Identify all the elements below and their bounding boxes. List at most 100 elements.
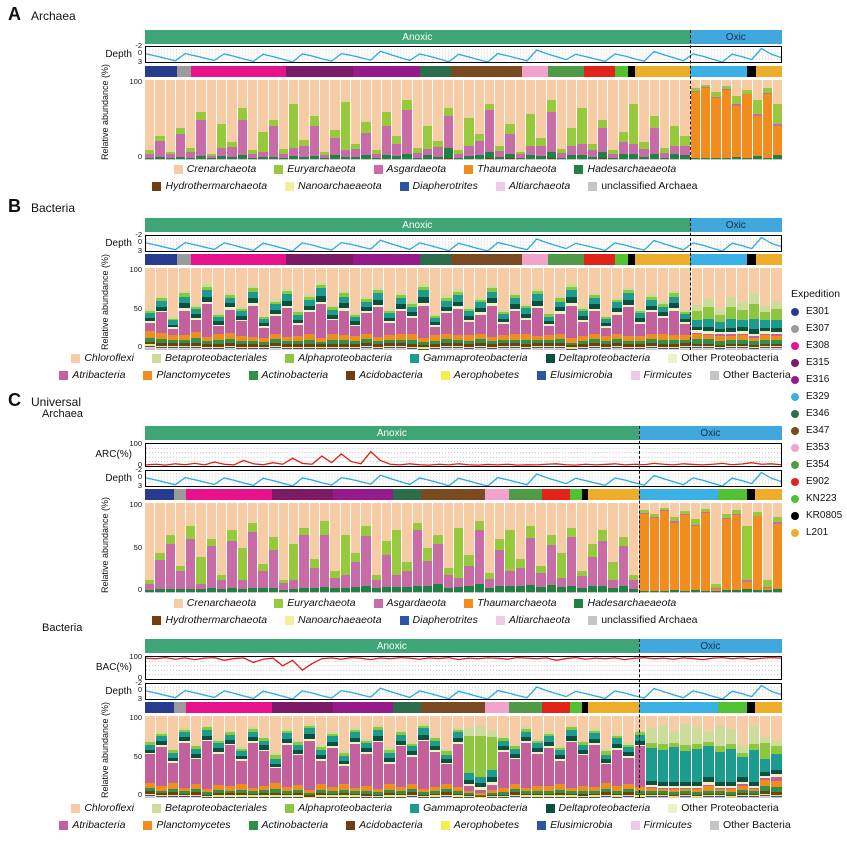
bar-segment — [556, 152, 567, 158]
bar-segment — [247, 592, 258, 593]
bar-segment — [330, 159, 340, 160]
bar-segment — [748, 348, 760, 350]
bar-segment — [224, 307, 236, 310]
bar-segment — [495, 145, 505, 152]
bar-segment — [441, 759, 452, 763]
bar-segment — [509, 783, 520, 789]
bar-segment — [213, 789, 224, 793]
expedition-segment-L201 — [755, 702, 782, 713]
bar-segment — [639, 148, 649, 157]
bar-segment — [433, 140, 443, 148]
bar-segment — [515, 567, 525, 586]
bar-segment — [145, 783, 156, 789]
bar-segment — [737, 349, 748, 350]
bar-segment — [315, 783, 327, 790]
bar-segment — [731, 80, 742, 96]
bar-segment — [289, 588, 299, 593]
bar-segment — [725, 794, 737, 797]
bar-segment — [190, 759, 201, 784]
bar-segment — [441, 796, 452, 798]
bar-segment — [371, 157, 381, 160]
expedition-segment-E347 — [450, 66, 523, 77]
sample-bar — [587, 80, 598, 160]
bar-segment — [452, 797, 463, 798]
legend-label: Other Bacteria — [722, 369, 791, 381]
bar-segment — [179, 737, 190, 742]
bar-segment — [402, 100, 412, 110]
legend-swatch — [399, 615, 409, 625]
bar-segment — [201, 788, 213, 793]
bar-segment — [532, 738, 543, 741]
bar-segment — [691, 330, 703, 333]
bar-segment — [543, 348, 555, 350]
bar-segment — [206, 153, 217, 156]
bar-segment — [498, 334, 509, 341]
sample-bar — [762, 503, 773, 593]
bar-segment — [577, 716, 589, 741]
bar-segment — [737, 744, 748, 753]
bar-segment — [270, 349, 281, 350]
bar-segment — [258, 592, 268, 593]
bar-segment — [649, 159, 659, 160]
bar-segment — [156, 347, 167, 349]
bar-segment — [429, 346, 441, 349]
anoxic-zone-segment: Anoxic — [145, 30, 690, 44]
bar-segment — [668, 797, 680, 798]
bar-segment — [402, 503, 412, 562]
sample-bar — [350, 716, 361, 798]
bar-segment — [412, 503, 423, 523]
bar-segment — [646, 728, 657, 744]
expedition-segment-E315 — [286, 254, 354, 265]
bar-segment — [406, 302, 418, 305]
bar-segment — [156, 793, 167, 795]
bar-segment — [668, 716, 680, 731]
bar-segment — [224, 790, 236, 793]
bar-segment — [543, 312, 555, 315]
bar-segment — [201, 796, 213, 798]
bar-segment — [315, 755, 327, 760]
bar-segment — [520, 319, 532, 335]
bar-segment — [536, 155, 546, 160]
bar-segment — [520, 741, 532, 743]
bar-segment — [441, 333, 452, 340]
bar-segment — [771, 774, 782, 777]
bar-segment — [484, 503, 495, 574]
sample-bar — [748, 716, 760, 798]
oxic-zone-segment: Oxic — [689, 30, 782, 44]
bar-segment — [213, 317, 224, 322]
sample-bar — [247, 268, 258, 350]
bar-segment — [600, 792, 612, 795]
bar-segment — [628, 503, 639, 575]
bar-segment — [587, 144, 598, 151]
bar-segment — [441, 310, 452, 314]
sample-bar — [701, 503, 711, 593]
bar-segment — [392, 530, 402, 575]
bar-segment — [281, 716, 293, 730]
bar-segment — [372, 716, 384, 726]
bar-segment — [167, 326, 179, 329]
bar-segment — [443, 157, 453, 160]
bar-segment — [167, 757, 179, 762]
bar-segment — [258, 326, 270, 328]
arc-axis-label: ARC(%) — [95, 449, 132, 460]
bar-segment — [725, 331, 737, 335]
bar-segment — [167, 345, 179, 348]
expedition-segment-E346 — [393, 489, 422, 500]
bar-segment — [646, 787, 657, 789]
bar-segment — [691, 311, 703, 320]
bar-segment — [495, 549, 505, 586]
bar-segment — [555, 784, 566, 790]
bar-segment — [372, 742, 384, 789]
bar-segment — [536, 159, 546, 160]
bar-segment — [236, 797, 247, 798]
bar-segment — [304, 346, 315, 349]
bar-segment — [600, 783, 612, 789]
bar-segment — [748, 797, 760, 798]
bar-segment — [227, 592, 237, 593]
bar-segment — [361, 339, 372, 344]
bar-segment — [659, 508, 670, 511]
bar-segment — [771, 344, 782, 346]
stacked-bar-chart — [145, 80, 783, 160]
bar-segment — [429, 793, 441, 796]
bar-segment — [475, 343, 486, 346]
